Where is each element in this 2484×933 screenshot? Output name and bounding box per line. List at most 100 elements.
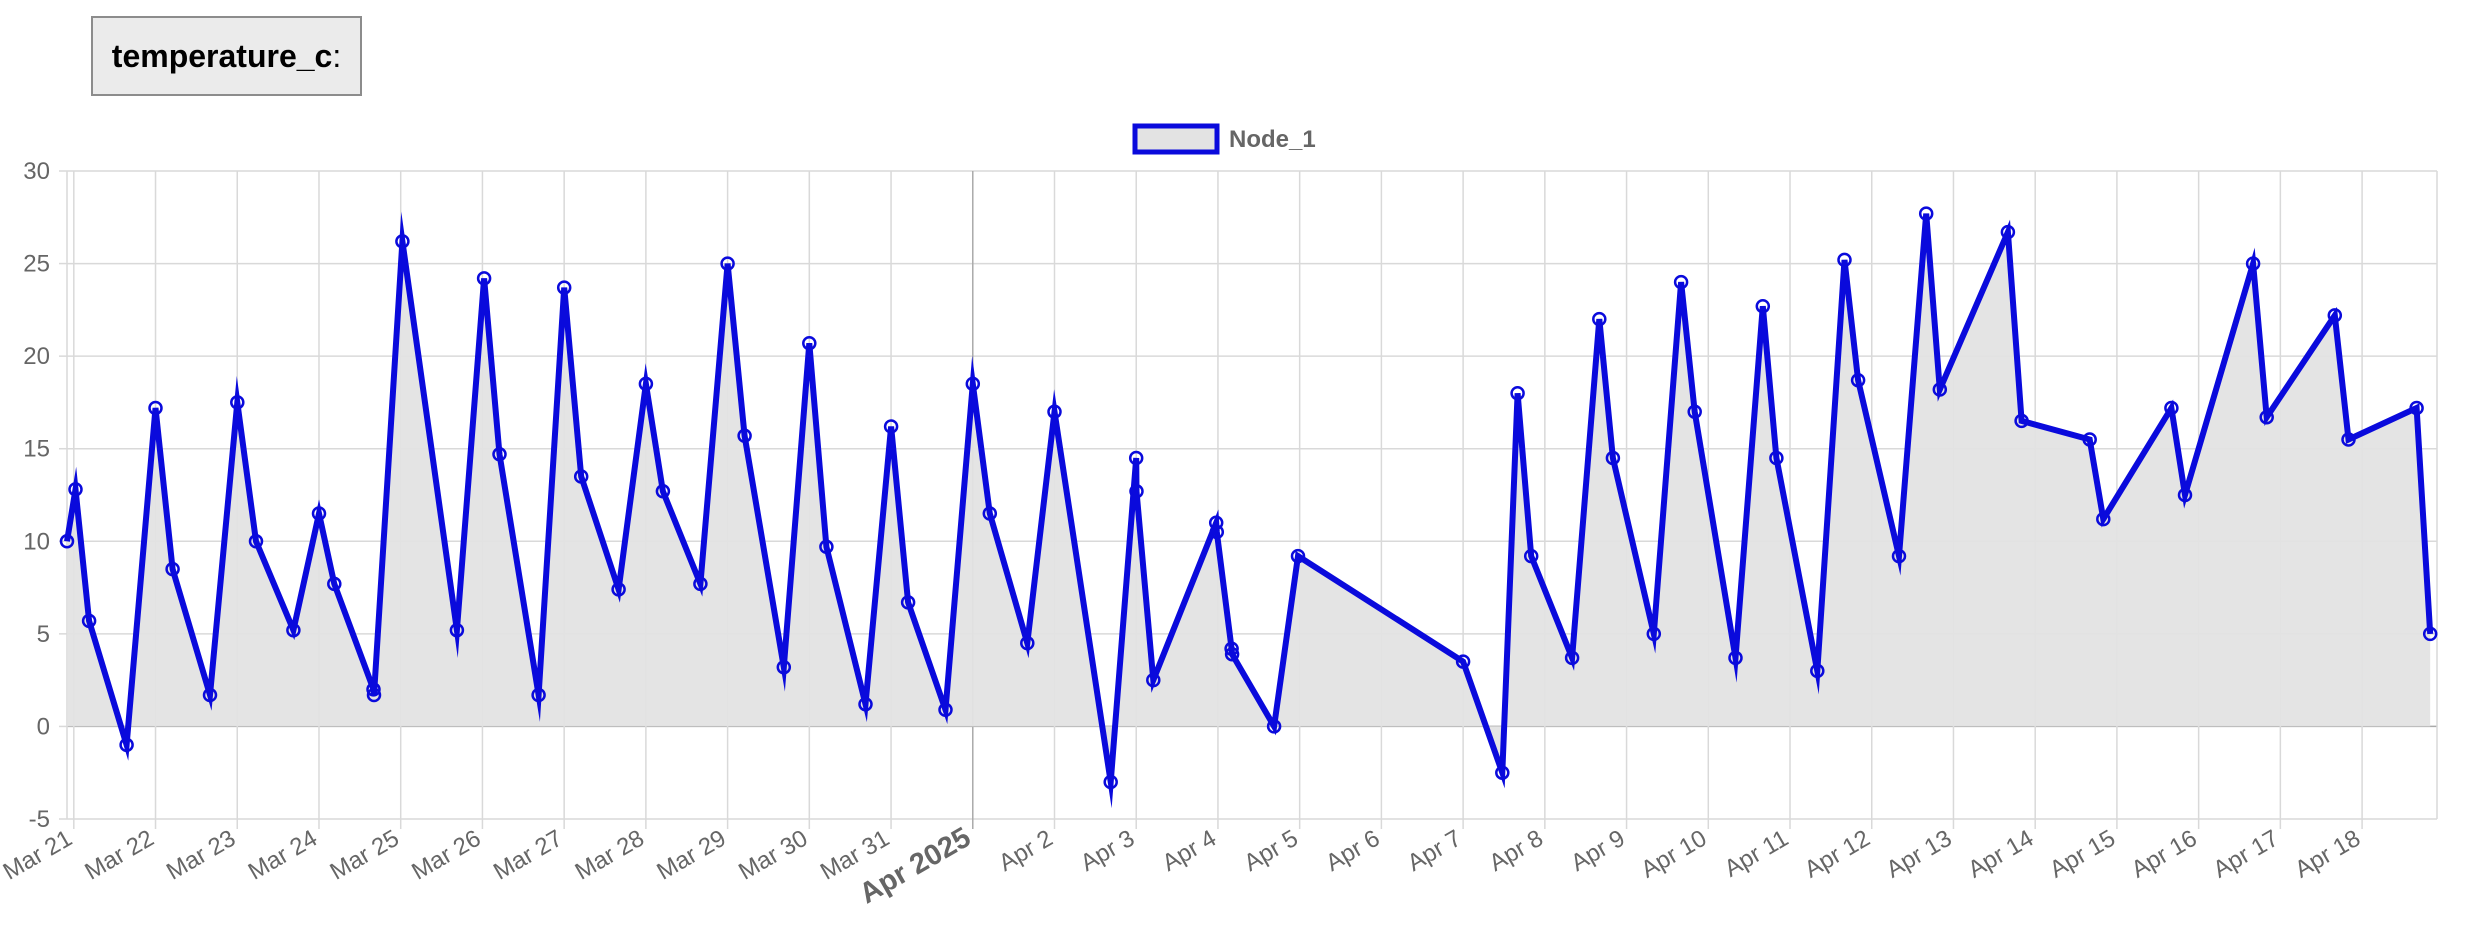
data-point [1564,650,1580,666]
data-point [2422,626,2438,642]
data-point [965,376,981,392]
data-point [655,484,671,499]
data-point [1523,548,1539,564]
y-tick-label: -5 [29,806,50,833]
x-tick-label: Mar 21 [0,825,77,886]
data-point [59,534,75,549]
series-points [59,206,2438,790]
x-tick-label: Apr 8 [1485,825,1548,877]
data-point [1755,298,1771,314]
y-tick-label: 20 [23,343,50,370]
data-point [1837,252,1852,268]
data-point [1810,663,1825,679]
data-point [1592,311,1607,327]
data-point [611,582,626,597]
data-point [1103,774,1118,790]
data-point [776,659,792,675]
x-tick-label: Apr 7 [1403,825,1466,877]
data-point [1728,650,1743,666]
data-point [395,234,410,249]
x-tick-label: Mar 27 [489,825,567,886]
data-point [2082,432,2097,447]
y-axis-ticks: 30 25 20 15 10 5 0 -5 [23,158,50,833]
x-tick-label: Mar 26 [407,825,485,886]
data-point [1687,404,1702,419]
data-point [2409,400,2424,416]
x-tick-label: Apr 18 [2290,825,2365,884]
y-tick-label: 30 [23,158,50,185]
x-tick-label: Apr 16 [2127,825,2202,884]
data-point [327,576,342,592]
x-tick-label: Apr 2 [994,825,1057,877]
x-tick-label: Apr 5 [1239,825,1302,877]
y-tick-label: 0 [37,713,50,740]
data-point [2259,409,2274,425]
x-tick-label: Apr 10 [1637,825,1712,884]
x-tick-label: Apr 12 [1800,825,1875,884]
x-tick-label: Apr 6 [1321,825,1384,877]
x-tick-label: Apr 13 [1882,825,1957,884]
data-point [573,469,589,484]
x-tick-label: Apr 4 [1158,825,1221,877]
data-point [148,400,163,416]
data-point [1455,654,1471,669]
data-point [1208,515,1224,531]
y-tick-label: 25 [23,251,50,278]
data-point [449,622,465,638]
legend[interactable]: Node_1 [1132,123,1316,155]
data-point [2000,224,2016,240]
data-point [2341,432,2356,447]
field-name-suffix: : [332,37,342,74]
series-area [67,213,2431,783]
legend-label[interactable]: Node_1 [1229,126,1316,153]
data-point [2327,308,2343,323]
x-tick-label: Mar 30 [734,825,812,886]
y-tick-label: 15 [23,436,50,463]
data-point [1646,626,1662,642]
data-point [938,702,953,718]
data-point [1495,765,1510,780]
x-tick-label: Mar 22 [80,825,158,886]
x-tick-label: Apr 3 [1076,825,1139,877]
data-point [1769,450,1784,466]
data-point [531,687,546,703]
data-point [2014,413,2029,429]
data-point [900,595,916,610]
data-point [248,534,264,549]
x-tick-label: Apr 15 [2045,825,2120,884]
data-point [366,682,381,697]
data-point [858,696,873,712]
field-name-label: temperature_c: [91,16,362,96]
data-point [1918,206,1934,221]
x-tick-label: Apr 11 [1720,825,1793,883]
data-point [230,395,245,410]
series-area-fill [67,213,2431,783]
data-point [2096,511,2111,527]
data-point [982,506,998,521]
data-point [286,622,301,638]
data-point [1224,646,1240,662]
data-point [2245,256,2261,271]
data-point [737,428,752,444]
data-point [883,419,899,434]
data-point [81,613,97,629]
data-point [819,539,834,555]
data-point [1891,548,1907,564]
x-tick-label: Apr 14 [1963,825,2038,884]
field-name: temperature_c [111,37,333,74]
x-tick-label: Mar 23 [162,825,240,886]
data-point [492,447,507,462]
data-point [1605,450,1621,466]
legend-swatch[interactable] [1132,123,1220,155]
data-point [2177,487,2193,503]
data-point [119,737,134,753]
x-tick-label: Apr 17 [2209,825,2284,884]
data-point [311,506,327,521]
data-point [1290,548,1306,564]
x-tick-label: Mar 25 [326,825,404,886]
x-tick-label: Mar 29 [652,825,730,886]
data-point [1673,274,1689,290]
data-point [1047,404,1062,419]
data-point [2164,400,2179,416]
